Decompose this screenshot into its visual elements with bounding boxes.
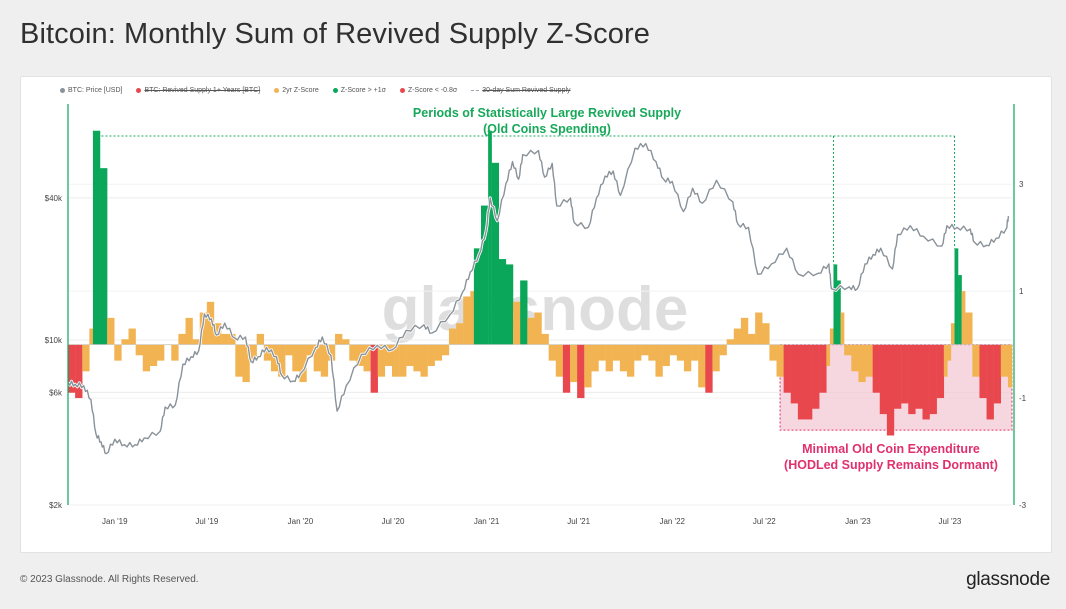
legend-label: Z-Score > +1σ [340,86,386,94]
page-title: Bitcoin: Monthly Sum of Revived Supply Z… [20,18,650,50]
legend-item-3[interactable]: Z-Score > +1σ [332,86,386,94]
legend-item-4[interactable]: Z-Score < -0.8σ [399,86,458,94]
legend-item-2[interactable]: 2yr Z-Score [274,87,319,94]
legend-swatch [136,87,142,93]
legend-item-5[interactable]: 30-day Sum Revived Supply [471,86,571,94]
legend-swatch [274,87,280,93]
legend-label: Z-Score < -0.8σ [407,86,458,94]
legend-swatch [399,87,405,93]
brand-logo: glassnode [966,569,1050,590]
legend-swatch [471,89,480,91]
legend-swatch [60,87,65,93]
legend-label: BTC: Price [USD] [68,86,123,94]
chart-legend: BTC: Price [USD] BTC: Revived Supply 1+ Y… [60,84,571,96]
legend-label: 30-day Sum Revived Supply [482,86,571,94]
copyright: © 2023 Glassnode. All Rights Reserved. [20,574,199,585]
legend-swatch [332,87,338,93]
legend-item-1[interactable]: BTC: Revived Supply 1+ Years [BTC] [136,87,260,94]
legend-label: BTC: Revived Supply 1+ Years [BTC] [144,86,261,94]
chart-panel [20,76,1052,553]
legend-label: 2yr Z-Score [282,86,319,94]
legend-item-0[interactable]: BTC: Price [USD] [60,87,122,94]
